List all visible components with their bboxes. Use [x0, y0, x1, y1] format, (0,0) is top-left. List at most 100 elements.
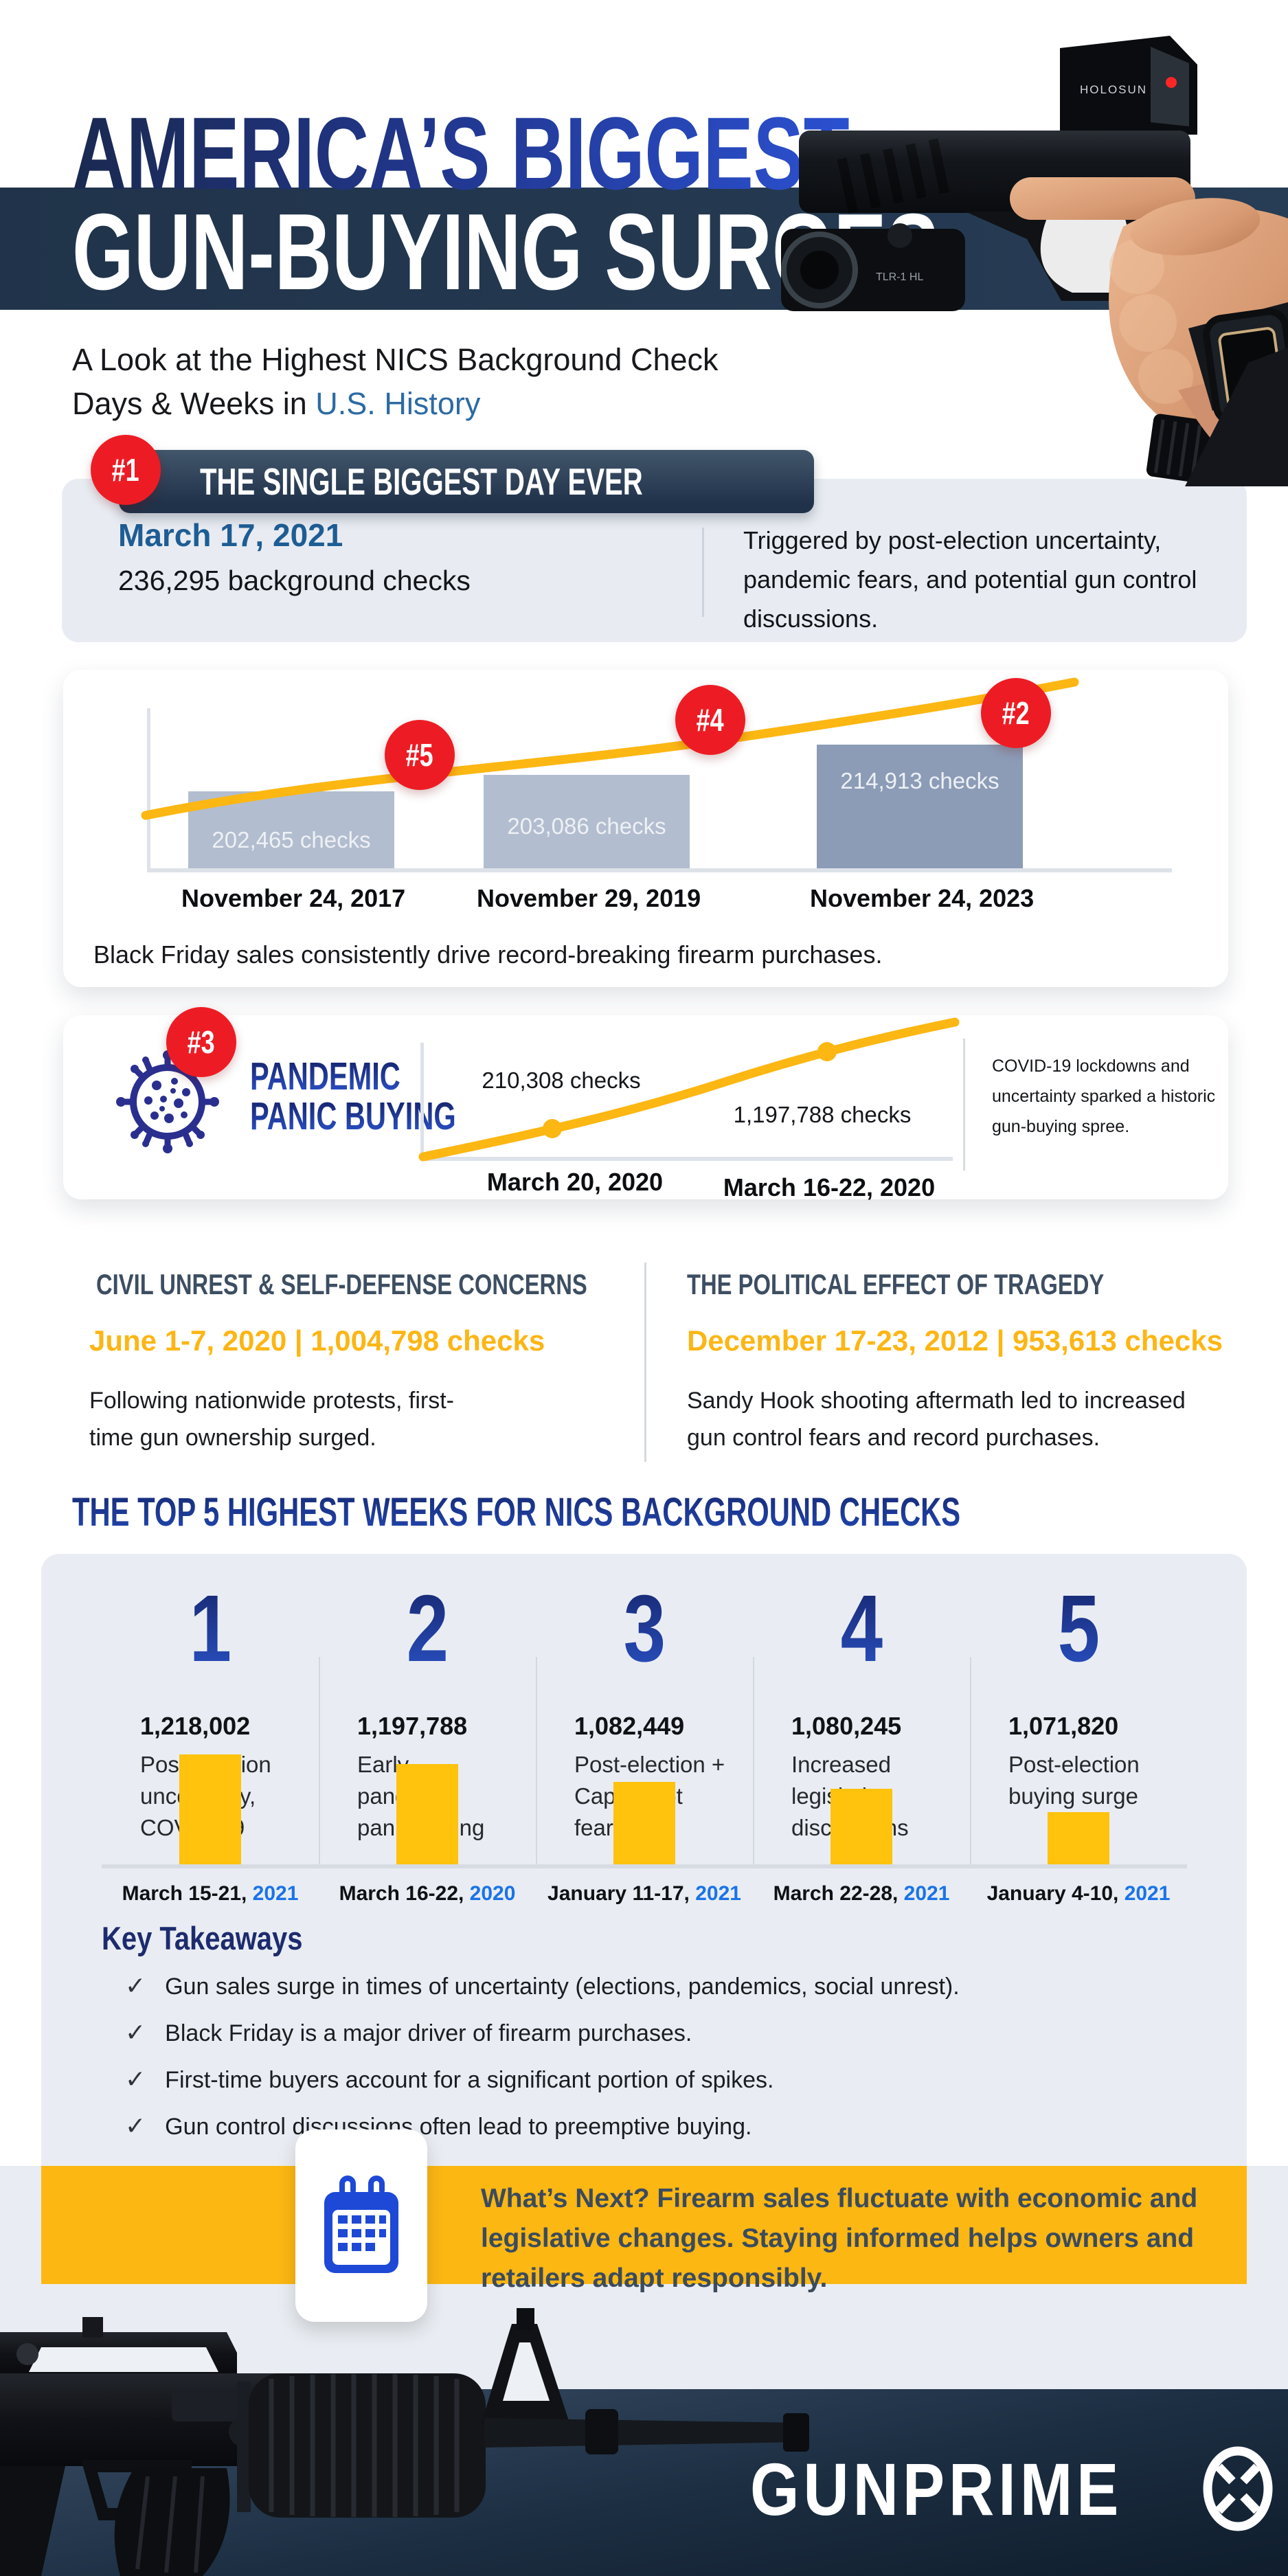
top5-rank-1: 1 — [189, 1576, 231, 1682]
subtitle: A Look at the Highest NICS Background Ch… — [72, 342, 719, 421]
pd-label-2: 1,197,788 checks — [733, 1102, 912, 1127]
brand-icon — [1203, 2446, 1273, 2531]
bf-date-2019: November 29, 2019 — [477, 884, 701, 912]
rank-badge-5: #5 — [385, 720, 455, 790]
event1-stat: June 1-7, 2020 | 1,004,798 checks — [89, 1324, 545, 1357]
bf-baseline — [147, 868, 1172, 872]
rank-badge-1: #1 — [91, 435, 161, 505]
pd-date-1: March 20, 2020 — [486, 1168, 664, 1196]
top5-column-4: 4 1,080,245 Increased legislation discus… — [753, 1554, 970, 2036]
section1-banner: THE SINGLE BIGGEST DAY EVER — [119, 450, 814, 513]
virus-icon — [116, 1050, 219, 1153]
pd-trend-line — [418, 1017, 960, 1162]
section1-date: March 17, 2021 — [118, 517, 343, 553]
top5-bar-2 — [396, 1764, 458, 1864]
check-icon: ✓ — [125, 2065, 146, 2093]
bf-y-axis — [147, 708, 150, 870]
pd-divider — [963, 1039, 965, 1171]
handgun-photo: HOLOSUN TLR-1 HL — [781, 36, 1288, 486]
top5-bar-1 — [179, 1754, 241, 1864]
bf-date-2023: November 24, 2023 — [810, 884, 1035, 912]
pd-label-1: 210,308 checks — [482, 1067, 641, 1093]
top5-rank-5: 5 — [1057, 1576, 1100, 1682]
top5-desc-5: Post-election buying surge — [1008, 1752, 1140, 1809]
takeaway-item-2: ✓ Black Friday is a major driver of firea… — [125, 2018, 692, 2046]
bf-bar-2019: 203,086 checks — [484, 775, 690, 868]
top5-value-1: 1,218,002 — [140, 1712, 251, 1740]
top5-bar-4 — [831, 1789, 892, 1864]
top5-column-1: 1 1,218,002 Post-election uncertainty, C… — [102, 1554, 319, 2036]
top5-divider-2 — [536, 1657, 537, 1864]
pandemic-card: #3 PANDEMIC PANIC BUYING 210,308 checks … — [63, 1007, 1228, 1201]
top5-date-5: January 4-10, 2021 — [986, 1882, 1171, 1905]
brand-logo: GUNPRIME — [750, 2445, 1274, 2532]
pd-baseline — [420, 1157, 953, 1161]
top5-rank-2: 2 — [406, 1576, 449, 1682]
top5-bar-3 — [613, 1782, 675, 1864]
rifle-photo — [0, 2308, 809, 2576]
bf-date-2017: November 24, 2017 — [181, 884, 406, 912]
takeaway-item-1: ✓ Gun sales surge in times of uncertainty… — [125, 1971, 960, 2000]
event1-description: Following nationwide protests, first-tim… — [89, 1388, 455, 1451]
top5-value-5: 1,071,820 — [1008, 1712, 1119, 1740]
calendar-card — [295, 2129, 427, 2322]
check-icon: ✓ — [125, 1971, 146, 2000]
brand-name: GUNPRIME — [750, 2447, 1123, 2531]
event1-title: CIVIL UNREST & SELF-DEFENSE CONCERNS — [96, 1268, 587, 1300]
takeaway-item-4: ✓ Gun control discussions often lead to p… — [125, 2112, 752, 2140]
pandemic-description: COVID-19 lockdowns and uncertainty spark… — [992, 1057, 1216, 1136]
bf-caption: Black Friday sales consistently drive re… — [93, 940, 883, 969]
top5-column-2: 2 1,197,788 Early pandemic panic buying … — [319, 1554, 536, 2036]
bf-trend-line — [141, 677, 1079, 820]
takeaway-item-3: ✓ First-time buyers account for a signifi… — [125, 2065, 774, 2093]
bf-bar-2023: 214,913 checks — [817, 745, 1023, 868]
top5-rank-3: 3 — [623, 1576, 666, 1682]
top5-divider-4 — [970, 1657, 971, 1864]
section1-divider — [702, 528, 704, 617]
top5-heading: THE TOP 5 HIGHEST WEEKS FOR NICS BACKGRO… — [72, 1490, 961, 1535]
rank-badge-3: #3 — [166, 1007, 236, 1077]
key-takeaways-heading: Key Takeaways — [102, 1920, 303, 1956]
pd-y-axis — [420, 1043, 424, 1160]
black-friday-card: 202,465 checks 203,086 checks 214,913 ch… — [63, 670, 1228, 987]
top5-date-4: March 22-28, 2021 — [773, 1882, 950, 1905]
check-icon: ✓ — [125, 2112, 146, 2140]
top5-panel: 1 1,218,002 Post-election uncertainty, C… — [41, 1554, 1247, 2166]
top5-date-2: March 16-22, 2020 — [339, 1882, 516, 1905]
top5-value-4: 1,080,245 — [791, 1712, 902, 1740]
top5-rank-4: 4 — [840, 1576, 883, 1682]
event2-title: THE POLITICAL EFFECT OF TRAGEDY — [687, 1268, 1105, 1300]
red-dot — [1166, 77, 1177, 88]
event2-description: Sandy Hook shooting aftermath led to inc… — [687, 1388, 1186, 1451]
top5-date-3: January 11-17, 2021 — [547, 1882, 741, 1905]
top5-date-1: March 15-21, 2021 — [122, 1882, 299, 1905]
whats-next-text: What’s Next? Firearm sales fluctuate wit… — [481, 2184, 1198, 2293]
subtitle-highlight: U.S. History — [315, 386, 481, 421]
top5-column-5: 5 1,071,820 Post-election buying surge J… — [970, 1554, 1187, 2036]
section1-description: Triggered by post-election uncertainty, … — [743, 526, 1197, 633]
top5-value-3: 1,082,449 — [574, 1712, 685, 1740]
rank-badge-2: #2 — [981, 678, 1051, 748]
bf-bar-2017: 202,465 checks — [188, 791, 394, 868]
pd-point-1 — [543, 1119, 562, 1138]
top5-baseline — [102, 1864, 1187, 1868]
section1-stat: 236,295 background checks — [118, 565, 471, 596]
calendar-icon — [324, 2176, 398, 2273]
page-title-line1: AMERICA’S BIGGEST — [72, 95, 850, 211]
check-icon: ✓ — [125, 2018, 146, 2046]
top5-value-2: 1,197,788 — [357, 1712, 468, 1740]
whats-next-band — [41, 2166, 1247, 2284]
top5-column-3: 3 1,082,449 Post-election + Capitol riot… — [536, 1554, 753, 2036]
pd-date-2: March 16-22, 2020 — [723, 1173, 936, 1201]
top5-bar-5 — [1048, 1812, 1109, 1864]
hand — [1010, 177, 1195, 220]
pd-point-2 — [817, 1042, 837, 1061]
light-label: TLR-1 HL — [876, 271, 923, 283]
rank-badge-4: #4 — [675, 685, 745, 755]
events-divider — [644, 1263, 646, 1462]
sleeve — [1185, 348, 1288, 486]
event2-stat: December 17-23, 2012 | 953,613 checks — [687, 1324, 1223, 1357]
top5-divider-1 — [319, 1657, 320, 1864]
top5-divider-3 — [753, 1657, 754, 1864]
